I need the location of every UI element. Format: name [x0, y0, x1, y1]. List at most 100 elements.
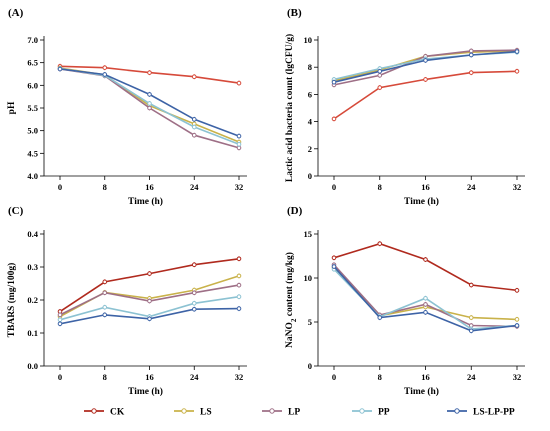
- y-tick-label: 4.0: [27, 171, 38, 181]
- panel-c: (C) 0.0 0.1 0.2 0.3 0.4 0 8 16 24 32 Time (h) TBARS …: [6, 205, 247, 397]
- data-point: [236, 282, 242, 288]
- y-tick-label: 10: [304, 35, 313, 45]
- data-point: [191, 306, 197, 312]
- data-point: [423, 77, 428, 82]
- x-axis-label: Time (h): [128, 196, 163, 207]
- y-tick-label: 0.2: [27, 295, 38, 305]
- data-point: [57, 321, 63, 327]
- x-tick-label: 24: [467, 372, 476, 382]
- data-point: [147, 92, 152, 97]
- data-point: [331, 255, 337, 261]
- data-point: [236, 80, 242, 86]
- x-tick-label: 8: [103, 182, 107, 192]
- data-point: [102, 304, 108, 310]
- y-tick-label: 0.1: [27, 328, 38, 338]
- panel-letter: (D): [287, 205, 303, 217]
- data-point: [191, 132, 197, 138]
- data-point: [514, 68, 520, 74]
- y-tick-label: 6.0: [27, 80, 38, 90]
- panel-letter: (B): [287, 7, 302, 19]
- legend-item-ls: LS: [174, 408, 212, 418]
- x-tick-label: 32: [513, 372, 522, 382]
- data-point: [331, 116, 337, 122]
- data-point: [377, 85, 383, 90]
- series-ck: [57, 256, 242, 315]
- y-tick-label: 7.0: [27, 35, 38, 45]
- y-axis-label-part: content (mg/kg): [284, 252, 295, 319]
- panel-a: (A) 4.0 4.5 5.0 5.5 6.0 6.5 7.0 0 8 16 24 32 Time (h)…: [7, 7, 247, 207]
- series-ck: [331, 68, 520, 122]
- data-point: [236, 306, 242, 311]
- y-tick-label: 2: [308, 144, 312, 154]
- data-point: [191, 124, 197, 130]
- series-ls-lp-pp: [57, 306, 242, 327]
- series-ls-lp-pp: [331, 264, 520, 334]
- series-line-lp: [333, 264, 518, 328]
- x-tick-label: 8: [378, 372, 382, 382]
- x-tick-label: 0: [332, 182, 336, 192]
- data-point: [236, 294, 242, 300]
- y-tick-label: 0.4: [27, 229, 38, 239]
- series-ck: [57, 63, 242, 86]
- y-tick-label: 5: [308, 317, 312, 327]
- data-point: [191, 74, 197, 80]
- data-point: [102, 312, 108, 318]
- data-point: [236, 256, 242, 262]
- x-tick-label: 16: [421, 372, 430, 382]
- x-tick-label: 24: [190, 182, 199, 192]
- x-axis-label: Time (h): [128, 386, 163, 397]
- y-tick-label: 4: [308, 117, 313, 127]
- y-axis-label: Lactic acid bacteria count (lgCFU/g): [284, 34, 295, 182]
- data-point: [191, 117, 197, 122]
- legend-swatch-marker: [454, 408, 460, 414]
- x-tick-label: 8: [103, 372, 107, 382]
- data-point: [147, 70, 152, 75]
- data-point: [147, 101, 152, 106]
- data-point: [147, 105, 152, 111]
- y-tick-label: 5.5: [27, 103, 38, 113]
- x-tick-label: 16: [421, 182, 430, 192]
- data-point: [468, 52, 474, 58]
- data-point: [514, 323, 520, 328]
- x-tick-label: 16: [145, 372, 154, 382]
- data-point: [377, 241, 383, 246]
- legend-item-ck: CK: [84, 408, 125, 418]
- x-tick-label: 32: [513, 182, 522, 192]
- data-point: [468, 282, 474, 288]
- data-point: [423, 58, 428, 63]
- panel-letter: (A): [8, 7, 24, 19]
- x-tick-label: 16: [145, 182, 154, 192]
- data-point: [147, 271, 152, 276]
- data-point: [514, 317, 520, 322]
- data-point: [423, 310, 428, 315]
- y-axis-label: NaNO2 content (mg/kg): [284, 252, 298, 348]
- data-point: [236, 133, 242, 139]
- data-point: [377, 315, 383, 320]
- data-point: [236, 141, 242, 147]
- y-tick-label: 0.0: [27, 361, 38, 371]
- legend-label: LS: [200, 408, 212, 418]
- data-point: [57, 66, 63, 72]
- series-lp: [57, 282, 242, 318]
- legend-swatch-marker: [181, 408, 187, 414]
- y-tick-label: 0.3: [27, 262, 38, 272]
- y-tick-label: 0: [308, 361, 312, 371]
- data-point: [102, 279, 108, 285]
- x-axis-label: Time (h): [404, 196, 439, 207]
- data-point: [191, 301, 197, 306]
- data-point: [377, 68, 383, 74]
- y-tick-label: 0: [308, 171, 312, 181]
- legend-swatch-marker: [269, 408, 275, 414]
- data-point: [468, 70, 474, 75]
- legend-swatch-marker: [359, 408, 365, 414]
- data-point: [423, 257, 428, 262]
- data-point: [191, 262, 197, 267]
- legend-swatch-marker: [91, 408, 97, 414]
- series-ck: [331, 241, 520, 293]
- y-tick-label: 6: [308, 89, 312, 99]
- panel-d: (D) 0 5 10 15 0 8 16 24 32 Time (h) NaNO2 content (…: [284, 205, 525, 397]
- x-tick-label: 8: [378, 182, 382, 192]
- y-tick-label: 15: [304, 229, 313, 239]
- y-tick-label: 4.5: [27, 148, 38, 158]
